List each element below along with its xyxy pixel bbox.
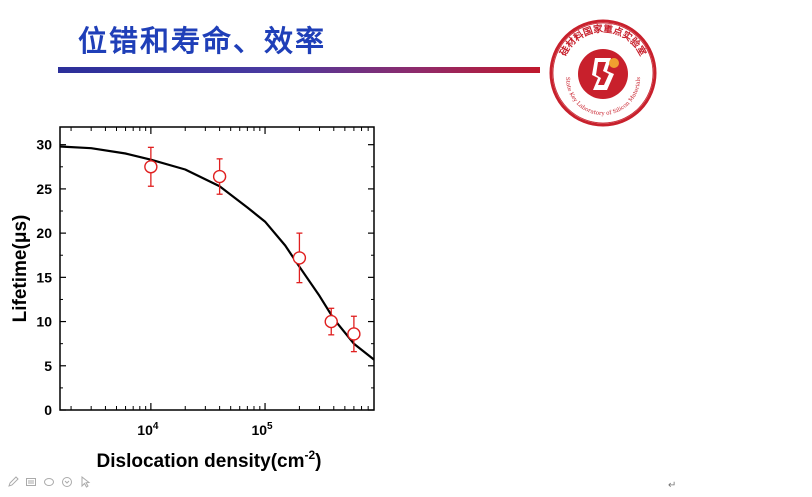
x-tick-label: 104 — [137, 421, 159, 438]
y-tick-label: 0 — [44, 402, 52, 418]
y-tick-label: 10 — [36, 314, 52, 330]
slideshow-toolbar — [6, 474, 92, 490]
x-tick-label: 105 — [251, 421, 273, 438]
slides-icon[interactable] — [24, 475, 38, 489]
slide-title: 位错和寿命、效率 — [78, 24, 327, 58]
y-tick-label: 15 — [36, 269, 52, 285]
shape-icon[interactable] — [42, 475, 56, 489]
data-point — [144, 160, 158, 174]
pointer-options-icon[interactable] — [60, 475, 74, 489]
logo-sun-dot — [609, 58, 619, 68]
paragraph-mark: ↵ — [668, 480, 677, 491]
y-tick-label: 20 — [36, 225, 52, 241]
pen-icon[interactable] — [6, 475, 20, 489]
data-point — [292, 251, 307, 265]
plot-frame — [59, 126, 375, 411]
y-axis-label: Lifetime(μs) — [10, 215, 31, 323]
y-tick-label: 25 — [36, 181, 52, 197]
arrow-cursor-icon[interactable] — [78, 475, 92, 489]
y-tick-label: 30 — [36, 137, 52, 153]
data-point — [212, 169, 227, 184]
data-point — [324, 314, 338, 329]
title-divider — [58, 67, 540, 73]
lab-logo: 硅材料国家重点实验室 State Key Laboratory of Silic… — [549, 19, 657, 127]
lifetime-chart: 0 5 10 15 20 25 30 104 105 Dislocation density(cm… — [10, 126, 375, 472]
data-point — [347, 327, 361, 341]
x-axis-label: Dislocation density(cm-2) — [97, 448, 322, 472]
y-tick-label: 5 — [44, 358, 52, 374]
